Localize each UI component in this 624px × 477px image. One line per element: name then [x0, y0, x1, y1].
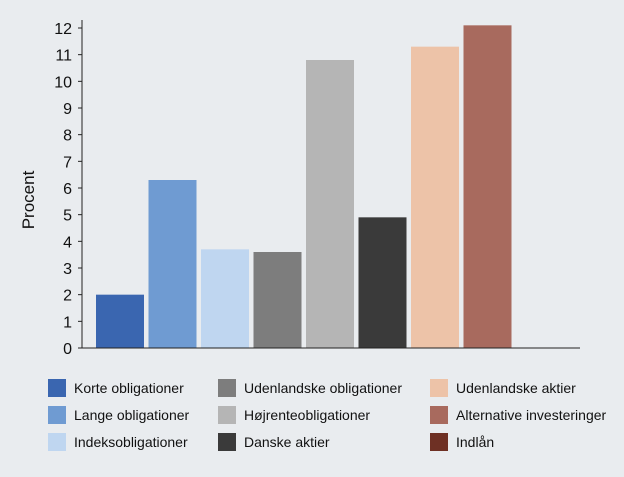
legend-item: Lange obligationer	[48, 406, 190, 424]
legend-label: Indeksobligationer	[74, 434, 188, 450]
legend-label: Udenlandske aktier	[456, 380, 576, 396]
legend-item: Højrenteobligationer	[218, 406, 370, 424]
bars-layer	[96, 25, 512, 349]
legend-item: Alternative investeringer	[430, 406, 607, 424]
bar-8	[463, 25, 512, 348]
y-tick-label: 10	[54, 74, 72, 91]
legend-label: Højrenteobligationer	[244, 407, 370, 423]
legend-swatch	[430, 433, 448, 451]
legend-swatch	[430, 406, 448, 424]
legend-label: Lange obligationer	[74, 407, 190, 423]
legend-label: Indlån	[456, 434, 494, 450]
legend-label: Alternative investeringer	[456, 407, 607, 423]
legend-swatch	[218, 406, 236, 424]
bar-3	[201, 249, 249, 348]
y-tick-label: 3	[63, 261, 72, 278]
y-tick-label: 11	[55, 48, 72, 65]
bar-6	[358, 217, 407, 348]
legend-swatch	[218, 433, 236, 451]
y-tick-label: 5	[63, 208, 72, 225]
y-tick-label: 4	[63, 234, 72, 251]
legend-swatch	[48, 406, 66, 424]
y-tick-label: 0	[63, 341, 72, 358]
legend-swatch	[430, 379, 448, 397]
legend-item: Korte obligationer	[48, 379, 184, 397]
y-axis-label: Procent	[19, 170, 38, 229]
legend-label: Danske aktier	[244, 434, 330, 450]
legend-swatch	[48, 379, 66, 397]
legend-label: Korte obligationer	[74, 380, 184, 396]
legend-item: Udenlandske aktier	[430, 379, 576, 397]
bar-2	[148, 180, 197, 348]
bar-5	[306, 60, 354, 348]
y-tick-label: 12	[54, 21, 72, 38]
y-tick-label: 8	[63, 128, 72, 145]
bar-7	[411, 46, 459, 349]
bar-1	[96, 294, 144, 348]
bar-4	[253, 252, 302, 348]
legend-item: Danske aktier	[218, 433, 330, 451]
y-tick-label: 9	[63, 101, 72, 118]
y-tick-label: 6	[63, 181, 72, 198]
legend-swatch	[48, 433, 66, 451]
y-tick-label: 7	[63, 154, 72, 171]
legend-item: Indlån	[430, 433, 494, 451]
legend-item: Udenlandske obligationer	[218, 379, 402, 397]
legend-item: Indeksobligationer	[48, 433, 188, 451]
legend: Korte obligationer Lange obligationer Inde…	[48, 379, 607, 451]
legend-swatch	[218, 379, 236, 397]
y-tick-label: 1	[63, 314, 72, 331]
y-tick-label: 2	[63, 288, 72, 305]
legend-label: Udenlandske obligationer	[244, 380, 402, 396]
